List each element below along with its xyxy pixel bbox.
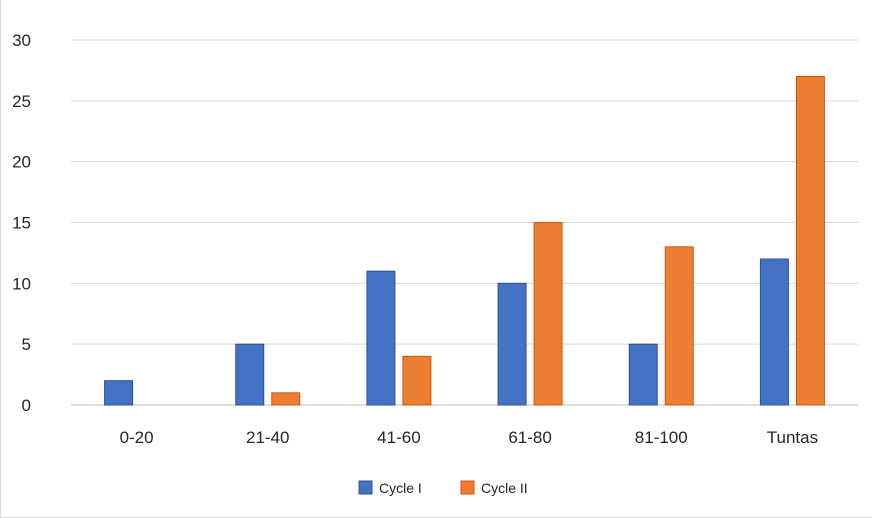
legend-swatch-cycle-2 [460, 480, 475, 495]
y-tick-label: 15 [12, 214, 31, 233]
y-axis-tick-labels: 0 5 10 15 20 25 30 [12, 31, 31, 415]
gridlines [71, 39, 858, 406]
y-tick-label: 30 [12, 31, 31, 50]
y-tick-label: 25 [12, 92, 31, 111]
legend-label-cycle-1: Cycle I [379, 480, 422, 496]
legend: Cycle I Cycle II [358, 480, 528, 496]
x-tick-label: 21-40 [246, 428, 289, 447]
y-tick-label: 5 [22, 335, 31, 354]
legend-label-cycle-2: Cycle II [481, 480, 528, 496]
bar-cycle-2-61-80 [533, 222, 563, 406]
bar-cycle-1-Tuntas [759, 258, 789, 406]
legend-swatch-cycle-1 [358, 480, 373, 495]
x-tick-label: 0-20 [120, 428, 154, 447]
bar-cycle-1-81-100 [628, 343, 658, 406]
y-tick-label: 20 [12, 153, 31, 172]
bar-cycle-1-61-80 [497, 282, 527, 406]
bar-cycle-1-0-20 [104, 380, 134, 406]
x-tick-label: 41-60 [377, 428, 420, 447]
x-tick-label: 61-80 [508, 428, 551, 447]
y-tick-label: 0 [22, 396, 31, 415]
bar-cycle-2-81-100 [664, 246, 694, 406]
y-tick-label: 10 [12, 274, 31, 293]
bar-cycle-1-41-60 [366, 270, 396, 406]
bar-cycle-2-41-60 [402, 355, 432, 406]
bars [104, 76, 825, 406]
bar-cycle-2-21-40 [271, 392, 301, 406]
x-axis-tick-labels: 0-20 21-40 41-60 61-80 81-100 Tuntas [120, 428, 819, 447]
x-tick-label: Tuntas [767, 428, 818, 447]
x-tick-label: 81-100 [635, 428, 688, 447]
bar-cycle-1-21-40 [235, 343, 265, 406]
bar-cycle-2-Tuntas [795, 76, 825, 406]
